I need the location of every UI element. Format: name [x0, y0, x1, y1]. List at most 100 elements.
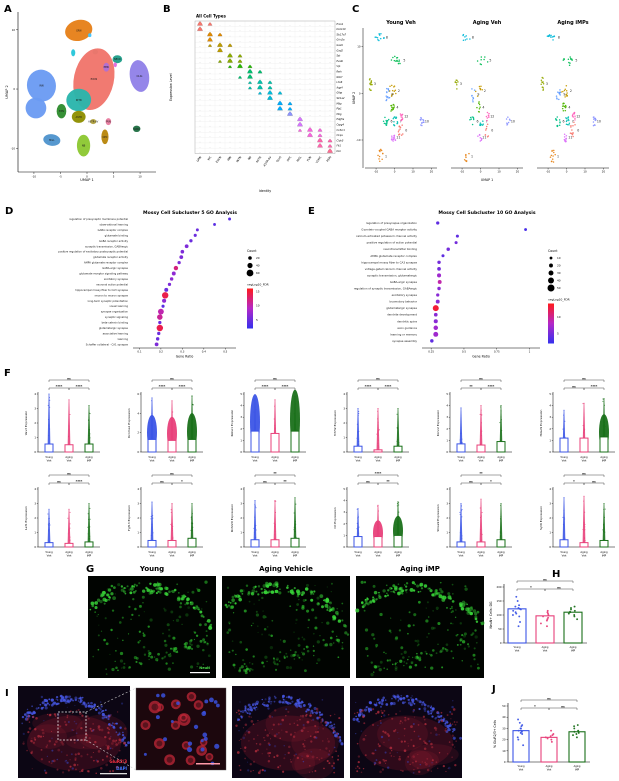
svg-text:4: 4: [34, 487, 36, 491]
svg-text:ns: ns: [273, 377, 277, 380]
svg-text:****: ****: [385, 384, 392, 388]
svg-text:ns: ns: [67, 472, 71, 475]
svg-text:Aqp4: Aqp4: [336, 86, 344, 89]
svg-text:Aging: Aging: [291, 455, 299, 459]
svg-text:iMP: iMP: [87, 553, 92, 557]
svg-text:3: 3: [546, 82, 548, 86]
svg-text:iMP: iMP: [499, 458, 504, 462]
svg-text:200: 200: [497, 585, 502, 589]
svg-text:C1qa: C1qa: [337, 134, 344, 137]
svg-text:1: 1: [240, 438, 242, 442]
svg-text:ns: ns: [582, 377, 586, 380]
svg-text:INTN: INTN: [235, 155, 242, 163]
svg-text:D: D: [5, 206, 13, 217]
svg-text:2: 2: [549, 427, 551, 431]
svg-text:Young: Young: [251, 550, 259, 554]
svg-text:Aging iMPs: Aging iMPs: [557, 20, 588, 26]
svg-text:10: 10: [583, 170, 587, 174]
svg-text:axon guidance: axon guidance: [397, 326, 417, 330]
svg-text:Young: Young: [513, 646, 521, 649]
svg-text:Veh: Veh: [519, 768, 524, 771]
svg-text:Mog: Mog: [337, 113, 343, 116]
svg-text:-10: -10: [546, 170, 551, 174]
svg-text:ns: ns: [479, 377, 483, 380]
svg-text:Young: Young: [139, 565, 164, 573]
svg-text:0: 0: [566, 170, 568, 174]
svg-text:3: 3: [460, 82, 462, 86]
panel-a-umap-all-cells: A -10 -5 0 5 10 10 0 -10 UMAP 1 UMAP 2 GRN INN EXCN OL…: [4, 4, 156, 182]
svg-text:3: 3: [446, 415, 448, 419]
svg-text:1: 1: [343, 436, 345, 440]
svg-text:Young: Young: [457, 455, 465, 459]
svg-text:iMP: iMP: [499, 553, 504, 557]
svg-text:5: 5: [113, 175, 115, 179]
svg-text:INTN: INTN: [76, 99, 82, 102]
svg-text:synaptic transmission, GABAerg: synaptic transmission, GABAergic: [85, 244, 128, 248]
svg-text:2: 2: [137, 516, 139, 520]
svg-text:Veh: Veh: [459, 458, 464, 462]
svg-text:iMP: iMP: [190, 553, 195, 557]
svg-text:ASTR: ASTR: [255, 155, 263, 163]
svg-text:*: *: [530, 585, 532, 589]
svg-text:10: 10: [138, 175, 142, 179]
svg-text:Rnf220 Expression: Rnf220 Expression: [230, 504, 234, 532]
svg-text:INN: INN: [39, 85, 43, 88]
svg-text:Aging: Aging: [600, 455, 608, 459]
svg-text:4: 4: [34, 392, 36, 396]
cluster-OPC: [101, 129, 109, 145]
svg-text:observational learning: observational learning: [99, 222, 128, 226]
svg-text:iMP: iMP: [602, 553, 607, 557]
svg-text:glutamate receptor activity: glutamate receptor activity: [93, 255, 128, 259]
svg-text:GABA receptor complex: GABA receptor complex: [98, 228, 129, 232]
svg-text:Ndnf: Ndnf: [337, 76, 344, 79]
svg-text:30: 30: [557, 271, 561, 275]
svg-text:GABA receptor activity: GABA receptor activity: [99, 239, 128, 243]
svg-text:4: 4: [137, 411, 139, 415]
svg-text:20: 20: [516, 170, 520, 174]
svg-text:ns: ns: [572, 385, 576, 388]
svg-text:NEUR: NEUR: [114, 58, 121, 61]
svg-text:**: **: [479, 471, 483, 475]
svg-text:1: 1: [446, 531, 448, 535]
svg-text:Syt9 Expression: Syt9 Expression: [539, 506, 543, 530]
svg-text:synapse assembly: synapse assembly: [392, 339, 417, 343]
cluster-speck: [71, 49, 76, 57]
svg-text:2: 2: [240, 427, 242, 431]
svg-text:40: 40: [557, 279, 561, 283]
svg-text:Identity: Identity: [259, 189, 271, 193]
svg-text:10: 10: [425, 119, 429, 123]
svg-text:synaptic transmission, glutama: synaptic transmission, glutamatergic: [367, 273, 417, 277]
svg-text:Vip: Vip: [337, 65, 341, 68]
svg-text:Mbp: Mbp: [337, 102, 343, 105]
svg-text:regulation of synaptic transmi: regulation of synaptic transmission, GAB…: [354, 287, 418, 291]
svg-text:**: **: [386, 479, 390, 483]
svg-text:Gad1: Gad1: [337, 44, 344, 47]
svg-text:0: 0: [86, 175, 88, 179]
svg-text:Young: Young: [45, 550, 53, 554]
svg-text:Veh: Veh: [253, 458, 258, 462]
svg-text:Aging: Aging: [271, 455, 279, 459]
svg-text:5: 5: [446, 392, 448, 396]
svg-text:Aging: Aging: [168, 455, 176, 459]
svg-text:MGL: MGL: [49, 139, 55, 142]
svg-text:iMP: iMP: [190, 458, 195, 462]
svg-text:voltage-gated calcium channel: voltage-gated calcium channel activity: [365, 267, 418, 271]
svg-text:NeuN: NeuN: [199, 666, 210, 670]
svg-text:1: 1: [34, 531, 36, 535]
svg-text:10: 10: [497, 170, 501, 174]
svg-text:2: 2: [484, 89, 486, 93]
svg-text:3: 3: [34, 502, 36, 506]
svg-text:4: 4: [240, 404, 242, 408]
svg-text:50: 50: [498, 627, 502, 631]
svg-text:Aging: Aging: [580, 455, 588, 459]
svg-text:Vav3 Expression: Vav3 Expression: [24, 411, 28, 436]
svg-text:-10: -10: [32, 175, 37, 179]
svg-text:0: 0: [343, 450, 345, 454]
svg-text:Veh: Veh: [547, 768, 552, 771]
svg-text:0.75: 0.75: [494, 350, 500, 354]
svg-text:ns: ns: [170, 377, 174, 380]
svg-text:ns: ns: [170, 472, 174, 475]
svg-text:9: 9: [391, 93, 393, 97]
cluster-VLMC: [132, 125, 141, 132]
